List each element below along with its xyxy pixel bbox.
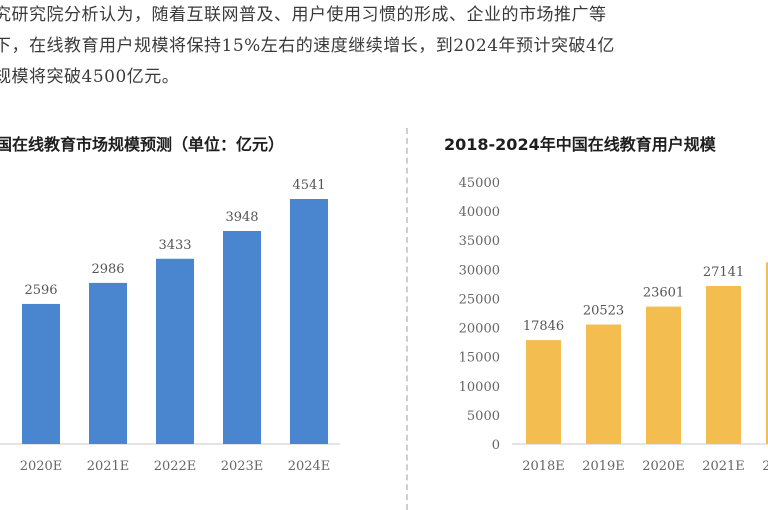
user-scale-value-label: 27141: [703, 265, 744, 280]
user-scale-y-tick: 10000: [459, 380, 500, 395]
user-scale-category-label: 2022E: [762, 459, 768, 474]
paragraph-line-1: 究研究院分析认为，随着互联网普及、用户使用习惯的形成、企业的市场推广等: [0, 5, 607, 25]
user-scale-bar-2018E: [526, 340, 561, 444]
market-size-value-label: 4541: [292, 178, 325, 193]
market-size-category-label: 2020E: [20, 459, 63, 474]
user-scale-bar-2021E: [706, 285, 741, 444]
paragraph-line-3: 规模将突破4500亿元。: [0, 67, 180, 87]
market-size-chart-title: 国在线教育市场规模预测（单位：亿元）: [0, 135, 284, 154]
market-size-value-label: 3433: [158, 238, 191, 253]
user-scale-y-tick: 0: [492, 438, 500, 453]
chart-divider: [406, 128, 408, 510]
user-scale-y-tick: 15000: [459, 351, 500, 366]
user-scale-bar-2019E: [586, 324, 621, 444]
user-scale-y-tick: 5000: [467, 409, 500, 424]
paragraph-line-2: 下，在线教育用户规模将保持15%左右的速度继续增长，到2024年预计突破4亿: [0, 36, 615, 56]
user-scale-bar-2022E: [766, 262, 768, 444]
user-scale-category-label: 2019E: [582, 459, 625, 474]
market-size-value-label: 2986: [91, 262, 124, 277]
user-scale-value-label: 20523: [583, 304, 624, 319]
market-size-chart: 国在线教育市场规模预测（单位：亿元） 2596 2020E 2986 2021E 343…: [0, 135, 340, 474]
user-scale-y-tick: 25000: [459, 292, 500, 307]
market-size-value-label: 3948: [225, 210, 258, 225]
market-size-category-label: 2022E: [154, 459, 197, 474]
market-size-bar-2023E: [223, 230, 261, 444]
user-scale-value-label: 23601: [643, 286, 684, 301]
user-scale-category-label: 2018E: [522, 459, 565, 474]
user-scale-category-label: 2021E: [702, 459, 745, 474]
user-scale-y-tick: 45000: [459, 176, 500, 191]
market-size-bar-2022E: [156, 258, 194, 444]
user-scale-value-label: 17846: [523, 319, 564, 334]
user-scale-y-tick: 35000: [459, 234, 500, 249]
market-size-value-label: 2596: [24, 283, 57, 298]
user-scale-y-tick: 40000: [459, 205, 500, 220]
market-size-bar-2021E: [89, 282, 127, 444]
market-size-category-label: 2021E: [87, 459, 130, 474]
user-scale-chart-title: 2018-2024年中国在线教育用户规模: [444, 135, 717, 154]
market-size-category-label: 2023E: [221, 459, 264, 474]
market-size-bar-2024E: [290, 199, 328, 444]
user-scale-y-tick: 30000: [459, 263, 500, 278]
intro-paragraph: 究研究院分析认为，随着互联网普及、用户使用习惯的形成、企业的市场推广等 下，在线…: [0, 0, 768, 96]
market-size-bar-2020E: [22, 303, 60, 444]
user-scale-bar-2020E: [646, 306, 681, 444]
user-scale-category-label: 2020E: [642, 459, 685, 474]
user-scale-y-tick: 20000: [459, 322, 500, 337]
market-size-category-label: 2024E: [288, 459, 331, 474]
